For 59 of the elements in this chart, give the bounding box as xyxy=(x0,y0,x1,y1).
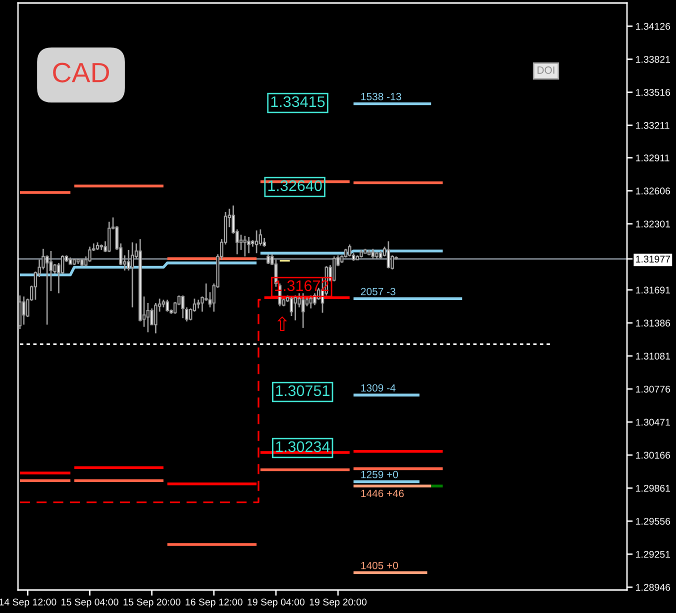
x-tick-label: 15 Sep 04:00 xyxy=(62,598,118,608)
series-label: 1405 +0 xyxy=(361,562,398,570)
candlestick xyxy=(130,242,134,308)
annotation: DOI xyxy=(538,66,554,74)
y-tick-label: 1.31691 xyxy=(636,286,670,294)
y-tick-label: 1.29861 xyxy=(636,484,670,492)
y-tick-label: 1.31081 xyxy=(636,352,670,360)
candlestick xyxy=(18,294,22,330)
y-tick-label: 1.29556 xyxy=(636,518,670,525)
annotation: ⇧ xyxy=(277,316,288,332)
candlestick xyxy=(88,246,92,263)
y-tick-label: 1.32606 xyxy=(636,188,670,194)
x-tick-label: 16 Sep 12:00 xyxy=(186,598,242,608)
x-tick-label: 14 Sep 12:00 xyxy=(0,598,56,608)
y-tick-label: 1.29251 xyxy=(636,550,670,558)
candlestick xyxy=(239,234,243,251)
x-tick-label: 19 Sep 04:00 xyxy=(248,598,304,608)
candlestick xyxy=(290,296,294,317)
y-tick-label: 1.30166 xyxy=(636,452,670,459)
candlestick xyxy=(371,248,375,260)
annotation: 1.30234 xyxy=(276,441,330,452)
y-tick-label: 1.33516 xyxy=(636,88,670,96)
candlestick xyxy=(309,294,312,310)
y-tick-label: 1.33821 xyxy=(636,56,670,63)
candlestick xyxy=(301,292,305,329)
series-label: 1538 -13 xyxy=(361,92,402,100)
series-label: 2057 -3 xyxy=(361,288,396,296)
y-tick-label: 1.30471 xyxy=(636,418,670,426)
candlestick xyxy=(154,302,158,334)
candlestick xyxy=(45,254,49,326)
y-tick-label: 1.32911 xyxy=(636,154,670,162)
candlestick xyxy=(247,236,250,254)
annotation: 1.30751 xyxy=(276,385,330,396)
candlestick xyxy=(108,221,111,253)
series-label: 1309 -4 xyxy=(361,384,396,392)
candlestick xyxy=(254,230,258,254)
y-tick-label: 1.28946 xyxy=(636,584,670,591)
candlestick xyxy=(386,240,390,270)
y-tick-label: 1.33211 xyxy=(636,122,670,129)
annotation: CAD xyxy=(53,62,109,82)
candlestick xyxy=(22,296,26,326)
candlestick xyxy=(266,254,270,265)
annotation: 1.33415 xyxy=(271,96,325,108)
candlestick xyxy=(348,244,352,258)
y-tick-label: 1.31977 xyxy=(636,256,670,263)
candlestick xyxy=(166,299,169,312)
x-tick-label: 19 Sep 20:00 xyxy=(310,598,367,608)
y-tick-label: 1.32301 xyxy=(636,220,670,228)
y-tick-label: 1.30776 xyxy=(636,386,670,393)
candlestick xyxy=(332,256,336,282)
candlestick xyxy=(181,294,184,319)
series-label: 1446 +46 xyxy=(361,490,404,498)
y-tick-label: 1.34126 xyxy=(636,22,670,30)
annotation: 1.32640 xyxy=(268,180,322,192)
series-label: 1259 +0 xyxy=(361,470,398,478)
candlestick xyxy=(243,235,247,258)
y-tick-label: 1.31386 xyxy=(636,320,670,327)
x-tick-label: 15 Sep 20:00 xyxy=(124,598,180,608)
candlestick xyxy=(188,308,192,322)
